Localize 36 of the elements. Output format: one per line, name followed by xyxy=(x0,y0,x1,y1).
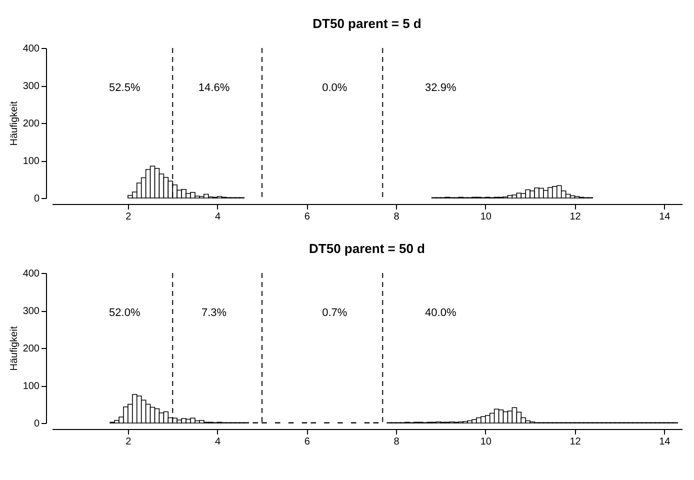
y-axis-title: Häufigkeit xyxy=(8,101,20,146)
annotation: 52.5% xyxy=(109,82,140,94)
annotation: 0.7% xyxy=(322,307,348,319)
y-tick-label: 200 xyxy=(22,118,40,130)
x-tick-label: 14 xyxy=(659,212,671,222)
y-tick-label: 400 xyxy=(22,44,40,54)
x-tick-label: 12 xyxy=(570,212,582,222)
x-tick-label: 2 xyxy=(126,212,132,222)
x-tick-label: 2 xyxy=(126,436,132,448)
x-tick-label: 12 xyxy=(570,436,582,448)
annotation: 14.6% xyxy=(198,82,230,94)
annotation: 7.3% xyxy=(201,307,227,319)
x-tick-label: 14 xyxy=(659,436,671,448)
x-tick-label: 4 xyxy=(215,212,222,222)
x-tick-label: 6 xyxy=(304,436,310,448)
y-tick-label: 0 xyxy=(34,194,40,204)
x-tick-label: 8 xyxy=(394,212,400,222)
y-tick-label: 200 xyxy=(22,344,40,354)
x-tick-label: 4 xyxy=(215,436,222,448)
x-tick-label: 10 xyxy=(480,212,492,222)
y-tick-label: 100 xyxy=(22,156,40,167)
y-tick-label: 100 xyxy=(22,381,40,392)
y-tick-label: 0 xyxy=(34,418,40,430)
x-tick-label: 10 xyxy=(480,436,492,448)
y-axis-title: Häufigkeit xyxy=(8,326,20,371)
annotation: 0.0% xyxy=(322,82,348,94)
annotation: 40.0% xyxy=(425,307,456,319)
annotation: 52.0% xyxy=(109,307,140,319)
chart-title: DT50 parent = 5 d xyxy=(312,16,422,31)
y-tick-label: 400 xyxy=(22,268,40,280)
annotation: 32.9% xyxy=(425,82,456,94)
x-tick-label: 6 xyxy=(304,212,310,222)
y-tick-label: 300 xyxy=(22,81,40,92)
x-tick-label: 8 xyxy=(394,436,400,448)
y-tick-label: 300 xyxy=(22,306,40,317)
chart-title: DT50 parent = 50 d xyxy=(309,241,426,256)
